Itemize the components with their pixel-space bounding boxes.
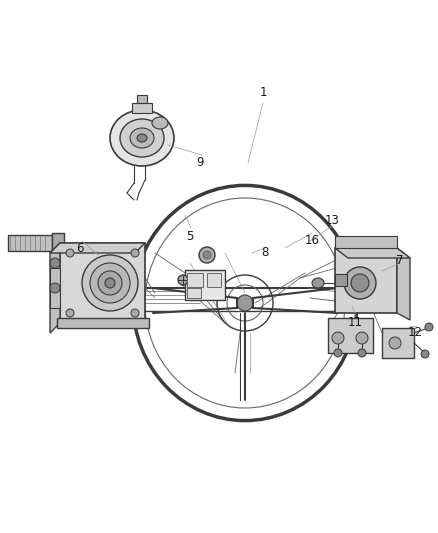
- Bar: [382, 328, 414, 358]
- Ellipse shape: [50, 283, 60, 293]
- Bar: [50, 268, 60, 308]
- Ellipse shape: [237, 295, 253, 311]
- Ellipse shape: [421, 350, 429, 358]
- Bar: [335, 274, 347, 286]
- Bar: [132, 103, 152, 113]
- Polygon shape: [397, 248, 410, 320]
- Ellipse shape: [356, 332, 368, 344]
- Bar: [137, 95, 147, 103]
- Bar: [185, 270, 225, 300]
- Ellipse shape: [120, 119, 164, 157]
- Ellipse shape: [66, 309, 74, 317]
- Bar: [335, 236, 397, 248]
- Ellipse shape: [425, 323, 433, 331]
- Ellipse shape: [98, 271, 122, 295]
- Text: 1: 1: [259, 86, 267, 100]
- Ellipse shape: [131, 309, 139, 317]
- Ellipse shape: [358, 349, 366, 357]
- Ellipse shape: [130, 128, 154, 148]
- Ellipse shape: [152, 117, 168, 129]
- Ellipse shape: [82, 255, 138, 311]
- Ellipse shape: [110, 110, 174, 166]
- Text: 7: 7: [396, 254, 404, 268]
- Ellipse shape: [334, 349, 342, 357]
- Bar: [187, 288, 201, 298]
- Ellipse shape: [50, 258, 60, 268]
- Ellipse shape: [199, 247, 215, 263]
- Polygon shape: [335, 248, 410, 258]
- Ellipse shape: [344, 267, 376, 299]
- Ellipse shape: [351, 274, 369, 292]
- Ellipse shape: [332, 332, 344, 344]
- Text: 9: 9: [196, 157, 204, 169]
- Bar: [60, 243, 145, 323]
- Text: 13: 13: [325, 214, 339, 228]
- Ellipse shape: [178, 275, 188, 285]
- Bar: [52, 233, 64, 253]
- Ellipse shape: [131, 249, 139, 257]
- Ellipse shape: [389, 337, 401, 349]
- Ellipse shape: [203, 251, 211, 259]
- Ellipse shape: [312, 278, 324, 288]
- Text: 11: 11: [347, 317, 363, 329]
- Ellipse shape: [137, 134, 147, 142]
- Bar: [207, 273, 221, 287]
- Ellipse shape: [66, 249, 74, 257]
- Text: 8: 8: [261, 246, 268, 260]
- Bar: [187, 273, 203, 287]
- Polygon shape: [50, 243, 60, 333]
- Text: 16: 16: [304, 233, 319, 246]
- Ellipse shape: [105, 278, 115, 288]
- Text: 6: 6: [76, 241, 84, 254]
- Polygon shape: [50, 243, 145, 253]
- Bar: [8, 235, 52, 251]
- Bar: [335, 248, 397, 313]
- Text: 5: 5: [186, 230, 194, 243]
- Bar: [328, 318, 373, 353]
- Bar: [57, 318, 149, 328]
- Text: 12: 12: [407, 327, 423, 340]
- Ellipse shape: [90, 263, 130, 303]
